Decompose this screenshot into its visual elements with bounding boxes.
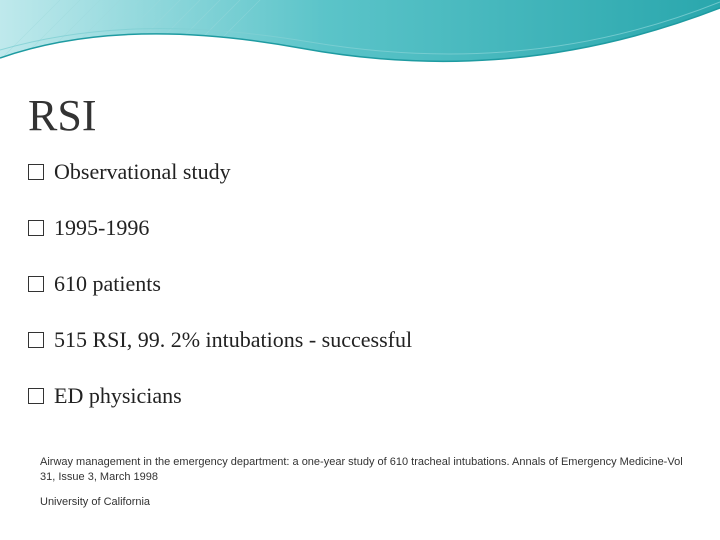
bullet-list: Observational study 1995-1996 610 patien… [28,159,692,409]
bullet-item: ED physicians [28,383,692,409]
slide-title: RSI [28,90,692,141]
bullet-item: Observational study [28,159,692,185]
citation-block: Airway management in the emergency depar… [40,455,692,510]
slide-content: RSI Observational study 1995-1996 610 pa… [28,90,692,439]
decorative-wave-banner [0,0,720,80]
citation-line-1: Airway management in the emergency depar… [40,455,692,485]
bullet-item: 610 patients [28,271,692,297]
bullet-item: 515 RSI, 99. 2% intubations - successful [28,327,692,353]
bullet-item: 1995-1996 [28,215,692,241]
citation-line-2: University of California [40,495,692,510]
wave-svg [0,0,720,80]
